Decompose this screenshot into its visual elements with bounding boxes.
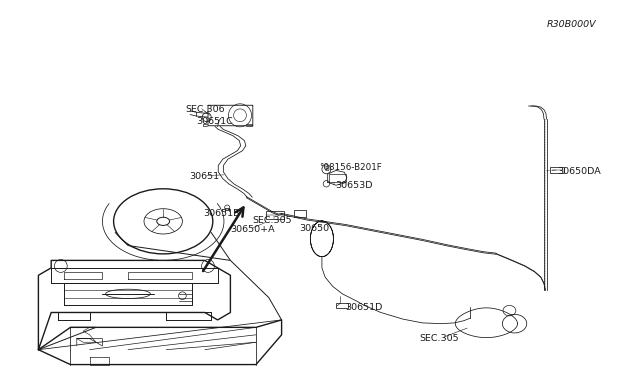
Text: SEC.306: SEC.306 — [186, 105, 225, 114]
Text: R30B000V: R30B000V — [547, 20, 597, 29]
Text: SEC.305: SEC.305 — [419, 334, 459, 343]
Text: B: B — [324, 166, 329, 172]
Text: 30653D: 30653D — [335, 181, 373, 190]
Bar — [294, 210, 306, 217]
Bar — [550, 167, 564, 173]
Text: 30651: 30651 — [189, 172, 220, 181]
Bar — [266, 211, 284, 219]
Text: SEC.305: SEC.305 — [253, 216, 292, 225]
Text: °08156-B201F: °08156-B201F — [319, 163, 381, 172]
Bar — [336, 303, 348, 308]
Text: 30651B: 30651B — [204, 209, 240, 218]
Text: 30650+A: 30650+A — [230, 225, 275, 234]
Text: 30651C: 30651C — [196, 117, 233, 126]
Text: 30650: 30650 — [300, 224, 330, 233]
Text: 30650DA: 30650DA — [557, 167, 600, 176]
Text: 30651D: 30651D — [346, 303, 383, 312]
